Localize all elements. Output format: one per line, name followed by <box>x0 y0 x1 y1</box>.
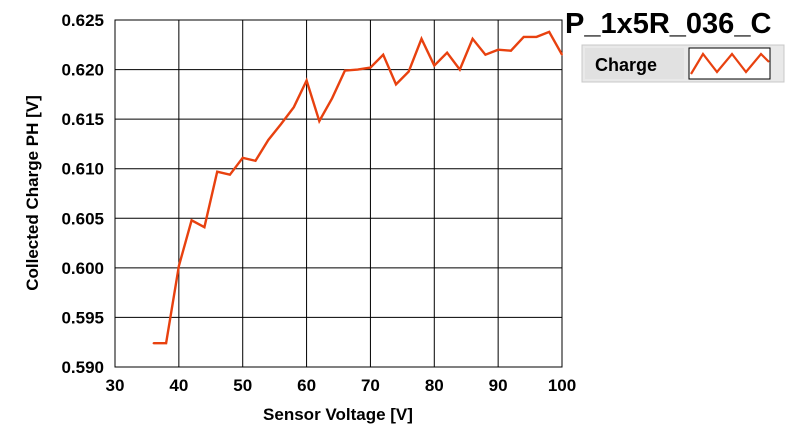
data-point <box>356 68 359 71</box>
chart-title: P_1x5R_036_C <box>565 8 771 40</box>
data-point <box>382 53 385 56</box>
data-point <box>510 49 512 52</box>
data-point <box>293 106 295 109</box>
x-tick-label: 50 <box>233 376 252 395</box>
data-point <box>229 173 231 176</box>
data-point <box>548 31 551 33</box>
data-point <box>471 38 474 40</box>
y-tick-label: 0.620 <box>61 61 104 80</box>
data-point <box>433 64 436 67</box>
y-tick-label: 0.590 <box>61 358 104 377</box>
data-point <box>522 36 525 38</box>
y-tick-label: 0.625 <box>61 11 104 30</box>
grid <box>114 19 563 368</box>
x-axis-title: Sensor Voltage [V] <box>263 405 413 424</box>
legend-label-charge: Charge <box>595 55 657 75</box>
data-point <box>561 53 563 56</box>
legend-swatch <box>688 47 771 80</box>
data-point <box>190 219 193 222</box>
data-point <box>535 36 538 38</box>
data-point <box>459 68 461 71</box>
series-line-charge <box>153 30 564 345</box>
series-layer <box>152 30 564 345</box>
y-axis-title: Collected Charge PH [V] <box>23 95 42 291</box>
data-point <box>497 48 499 51</box>
data-point <box>484 53 487 56</box>
data-point <box>267 139 270 141</box>
plot-area <box>114 19 563 368</box>
legend: Charge <box>581 44 785 83</box>
x-tick-label: 30 <box>106 376 125 395</box>
data-point <box>254 159 257 162</box>
data-point <box>178 265 180 267</box>
data-point <box>241 157 244 159</box>
y-tick-label: 0.605 <box>61 209 104 228</box>
data-point <box>407 70 410 73</box>
data-point <box>216 170 218 173</box>
data-point <box>318 120 321 122</box>
data-point <box>203 226 206 229</box>
x-tick-label: 80 <box>425 376 444 395</box>
x-tick-label: 60 <box>297 376 316 395</box>
x-tick-label: 70 <box>361 376 380 395</box>
y-tick-label: 0.615 <box>61 110 104 129</box>
data-point <box>331 97 333 100</box>
data-point <box>280 123 282 125</box>
y-tick-label: 0.610 <box>61 160 104 179</box>
data-point <box>305 79 308 82</box>
data-point <box>165 342 167 345</box>
legend-line-icon <box>690 52 770 75</box>
data-point <box>420 38 423 40</box>
tick-labels: 30 40 50 60 70 80 90 100 0.590 0.595 0.600 0.605 0.6… <box>61 11 576 395</box>
x-tick-label: 90 <box>489 376 508 395</box>
data-point <box>152 342 155 345</box>
data-point <box>369 66 372 69</box>
y-tick-label: 0.600 <box>61 259 104 278</box>
x-tick-label: 100 <box>548 376 576 395</box>
x-tick-label: 40 <box>169 376 188 395</box>
data-point <box>395 83 397 86</box>
y-tick-label: 0.595 <box>61 308 104 327</box>
data-point <box>344 69 346 72</box>
data-point <box>446 51 448 54</box>
